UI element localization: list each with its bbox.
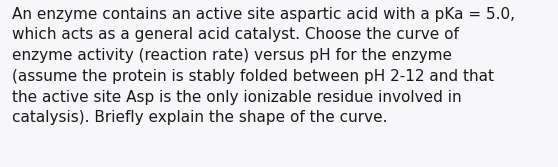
Text: An enzyme contains an active site aspartic acid with a pKa = 5.0,
which acts as : An enzyme contains an active site aspart… — [12, 7, 515, 125]
